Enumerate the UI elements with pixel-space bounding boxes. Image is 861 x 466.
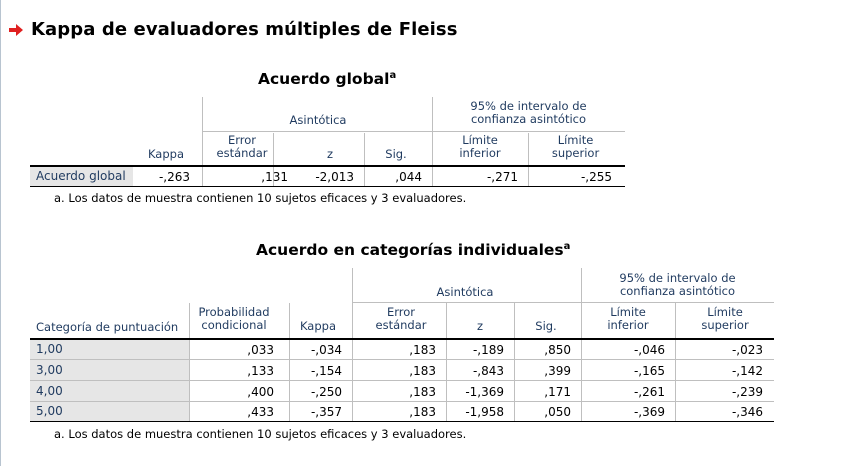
row-label-3: 3,00 (30, 360, 189, 380)
cell-upper: -,255 (580, 170, 612, 184)
header-z: z (476, 319, 484, 333)
cell-lower: -,261 (633, 385, 665, 399)
cell-kappa: -,263 (158, 170, 190, 184)
cell-lower: -,369 (633, 405, 665, 419)
header-ci: 95% de intervalo de confianza asintótico (470, 99, 587, 126)
header-z: z (326, 147, 334, 161)
row-label-4: 4,00 (30, 381, 189, 401)
cell-kappa: -,034 (310, 343, 342, 357)
header-upper: Límite superior (701, 305, 749, 332)
cell-error: ,183 (409, 364, 436, 378)
cell-lower: -,165 (633, 364, 665, 378)
cell-prob: ,033 (247, 343, 274, 357)
cell-sig: ,044 (395, 170, 422, 184)
row-label-acuerdo-global: Acuerdo global (30, 167, 133, 186)
header-asintotica: Asintótica (289, 113, 347, 127)
cell-kappa: -,357 (310, 405, 342, 419)
cell-sig: ,399 (544, 364, 571, 378)
cell-z: -,189 (472, 343, 504, 357)
header-error: Error estándar (375, 305, 427, 332)
cell-error: ,131 (261, 170, 288, 184)
cell-prob: ,400 (247, 385, 274, 399)
header-sig: Sig. (535, 319, 557, 333)
cell-sig: ,850 (544, 343, 571, 357)
header-ci: 95% de intervalo de confianza asintótico (619, 271, 736, 298)
cell-z: -1,958 (465, 405, 504, 419)
cell-upper: -,346 (731, 405, 763, 419)
row-label-5: 5,00 (30, 402, 189, 421)
table2-title: Acuerdo en categorías individualesa (256, 241, 571, 260)
cell-z: -,843 (472, 364, 504, 378)
output-left-border (0, 0, 1, 466)
header-category: Categoría de puntuación (36, 320, 179, 334)
cell-z: -2,013 (315, 170, 354, 184)
header-asintotica: Asintótica (436, 285, 494, 299)
header-kappa: Kappa (147, 147, 185, 161)
heading-title: Kappa de evaluadores múltiples de Fleiss (31, 19, 458, 40)
header-sig: Sig. (385, 147, 407, 161)
row-label-1: 1,00 (30, 340, 189, 359)
header-error: Error estándar (216, 133, 268, 160)
cell-upper: -,239 (731, 385, 763, 399)
cell-upper: -,023 (731, 343, 763, 357)
cell-error: ,183 (409, 405, 436, 419)
arrow-right-icon (9, 23, 23, 36)
header-upper: Límite superior (551, 133, 600, 160)
cell-kappa: -,154 (310, 364, 342, 378)
header-lower: Límite inferior (607, 305, 649, 332)
output-heading[interactable]: Kappa de evaluadores múltiples de Fleiss (9, 19, 458, 40)
cell-kappa: -,250 (310, 385, 342, 399)
table1-footnote: a. Los datos de muestra contienen 10 suj… (54, 191, 467, 205)
cell-lower: -,271 (486, 170, 518, 184)
header-kappa: Kappa (299, 319, 337, 333)
cell-z: -1,369 (465, 385, 504, 399)
cell-error: ,183 (409, 343, 436, 357)
cell-prob: ,433 (247, 405, 274, 419)
cell-lower: -,046 (633, 343, 665, 357)
cell-error: ,183 (409, 385, 436, 399)
cell-upper: -,142 (731, 364, 763, 378)
cell-sig: ,171 (544, 385, 571, 399)
cell-sig: ,050 (544, 405, 571, 419)
header-prob: Probabilidad condicional (198, 305, 270, 332)
table1-title: Acuerdo globala (258, 70, 397, 89)
cell-prob: ,133 (247, 364, 274, 378)
header-lower: Límite inferior (459, 133, 501, 160)
table2-footnote: a. Los datos de muestra contienen 10 suj… (54, 427, 467, 441)
